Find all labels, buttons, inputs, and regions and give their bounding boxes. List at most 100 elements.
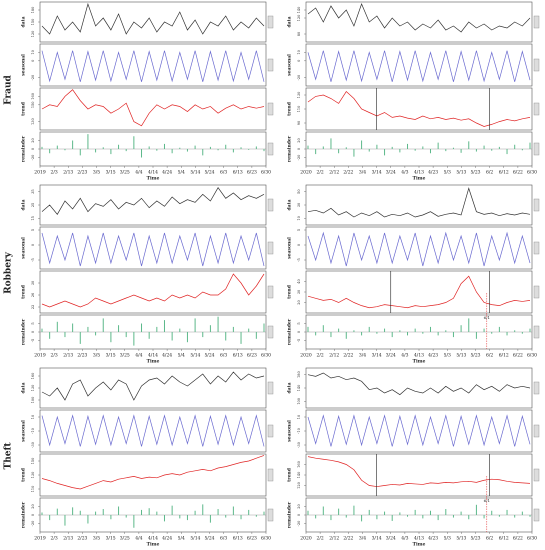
data-line xyxy=(307,3,531,33)
x-tick-label: 3/14 xyxy=(372,353,382,359)
range-bar xyxy=(267,424,274,438)
panel-label: trend xyxy=(287,284,293,299)
y-tick-label: 140 xyxy=(297,385,301,392)
panel-label: remainder xyxy=(287,135,293,162)
annotation: 6/1 xyxy=(484,315,490,320)
data-line xyxy=(307,187,531,218)
x-tick-label: 2019 xyxy=(34,353,46,359)
x-tick-label: 6/30 xyxy=(261,536,271,542)
x-tick-label: 6/30 xyxy=(527,353,537,359)
x-tick-label: 4/24 xyxy=(162,170,172,176)
x-tick-label: 5/13 xyxy=(456,170,466,176)
x-tick-label: 3/4 xyxy=(359,353,366,359)
row-label: Robbery xyxy=(4,251,14,294)
x-tick-label: 5/13 xyxy=(456,536,466,542)
y-tick-label: -20 xyxy=(297,75,301,81)
y-tick-label: 10 xyxy=(297,50,301,54)
x-tick-label: 2019 xyxy=(34,170,46,176)
y-tick-label: 22 xyxy=(31,305,35,309)
x-tick-label: 6/12 xyxy=(499,170,509,176)
x-tick-label: 5/23 xyxy=(470,170,480,176)
x-tick-label: 4/3 xyxy=(401,536,408,542)
x-tick-label: 2/23 xyxy=(77,170,87,176)
x-tick-label: 3/24 xyxy=(386,353,396,359)
x-tick-label: 4/14 xyxy=(148,536,158,542)
range-bar xyxy=(533,58,540,72)
annotation: 6/1 xyxy=(484,498,490,503)
x-tick-label: 4/24 xyxy=(162,536,172,542)
y-tick-label: 100 xyxy=(31,397,35,404)
y-tick-label: -5 xyxy=(297,258,301,261)
seasonal-line xyxy=(41,232,265,267)
x-tick-label: 3/5 xyxy=(93,536,100,542)
x-tick-label: 4/14 xyxy=(148,170,158,176)
x-tick-label: 6/2 xyxy=(486,536,493,542)
x-tick-label: 6/22 xyxy=(513,353,523,359)
y-tick-label: 20 xyxy=(31,138,35,142)
y-tick-label: 0 xyxy=(297,244,301,246)
y-tick-label: -5 xyxy=(31,258,35,261)
panel-frame xyxy=(305,270,533,314)
y-tick-label: 100 xyxy=(297,398,301,405)
range-bar xyxy=(533,15,540,29)
x-tick-label: 4/23 xyxy=(428,536,438,542)
x-tick-label: 2/22 xyxy=(343,536,353,542)
x-axis-label: Time xyxy=(413,359,426,365)
x-tick-label: 5/3 xyxy=(444,170,451,176)
y-tick-label: 5 xyxy=(31,229,35,231)
x-tick-label: 5/4 xyxy=(178,536,185,542)
range-bar xyxy=(267,381,274,395)
range-bar xyxy=(267,285,274,299)
panel-frame xyxy=(39,43,267,87)
panel-label: trend xyxy=(21,101,27,116)
x-tick-label: 2/12 xyxy=(329,536,339,542)
panel-frame xyxy=(39,270,267,314)
x-tick-label: 3/4 xyxy=(359,536,366,542)
x-tick-label: 3/15 xyxy=(106,536,116,542)
y-tick-label: -5 xyxy=(297,339,301,342)
x-tick-label: 2/2 xyxy=(317,536,324,542)
panel-label: seasonal xyxy=(21,54,27,76)
x-axis-label: Time xyxy=(147,176,160,182)
y-tick-label: 0 xyxy=(31,331,35,333)
x-tick-label: 4/4 xyxy=(135,170,142,176)
y-tick-label: 0 xyxy=(297,331,301,333)
y-tick-label: 25 xyxy=(31,203,35,207)
panel-label: trend xyxy=(21,467,27,482)
x-tick-label: 6/30 xyxy=(261,353,271,359)
seasonal-line xyxy=(41,50,265,83)
x-tick-label: 5/24 xyxy=(204,170,214,176)
x-tick-label: 3/24 xyxy=(386,536,396,542)
x-tick-label: 6/2 xyxy=(486,353,493,359)
x-tick-label: 4/13 xyxy=(414,353,424,359)
panel-frame xyxy=(39,453,267,497)
y-tick-label: 80 xyxy=(297,32,301,36)
y-tick-label: 180 xyxy=(297,371,301,378)
data-line xyxy=(41,2,265,35)
y-tick-label: 50 xyxy=(297,189,301,193)
x-tick-label: 5/13 xyxy=(456,353,466,359)
x-tick-label: 2/3 xyxy=(51,536,58,542)
x-tick-label: 5/4 xyxy=(178,353,185,359)
y-tick-label: 5 xyxy=(297,322,301,324)
x-tick-label: 6/2 xyxy=(486,170,493,176)
y-tick-label: 160 xyxy=(297,461,301,468)
y-tick-label: 130 xyxy=(31,385,35,392)
x-tick-label: 3/15 xyxy=(106,170,116,176)
y-tick-label: 160 xyxy=(31,373,35,380)
panel-label: data xyxy=(21,16,27,27)
x-tick-label: 6/23 xyxy=(247,353,257,359)
y-tick-label: 0 xyxy=(31,60,35,62)
y-tick-label: 20 xyxy=(297,504,301,508)
panel-label: seasonal xyxy=(287,237,293,259)
y-tick-label: 110 xyxy=(31,486,35,493)
range-bar xyxy=(267,468,274,482)
x-tick-label: 2020 xyxy=(300,536,312,542)
y-tick-label: 10 xyxy=(31,415,35,419)
y-tick-label: 10 xyxy=(31,50,35,54)
x-tick-label: 4/3 xyxy=(401,170,408,176)
x-tick-label: 6/12 xyxy=(499,536,509,542)
x-tick-label: 4/14 xyxy=(148,353,158,359)
y-tick-label: 20 xyxy=(31,504,35,508)
